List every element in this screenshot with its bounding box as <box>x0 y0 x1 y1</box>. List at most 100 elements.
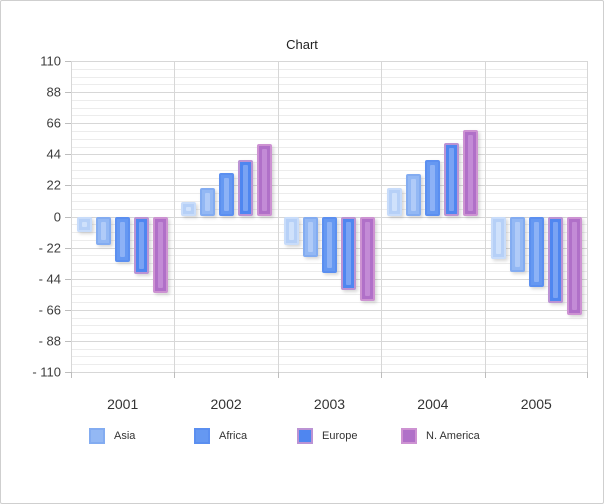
minor-gridline <box>71 76 588 78</box>
y-axis-tick <box>65 309 71 311</box>
x-tick-label: 2005 <box>520 396 552 412</box>
minor-gridline <box>71 302 588 304</box>
major-gridline <box>71 185 588 187</box>
minor-gridline <box>71 333 588 335</box>
bar[interactable] <box>237 159 253 217</box>
bar[interactable] <box>528 216 544 288</box>
bar[interactable] <box>509 216 525 272</box>
minor-gridline <box>71 364 588 366</box>
bar-highlight <box>449 147 455 212</box>
bar[interactable] <box>444 142 460 217</box>
x-axis-tick <box>484 372 486 378</box>
y-tick-label: - 66 <box>38 302 61 318</box>
minor-gridline <box>71 294 588 296</box>
y-tick-label: 110 <box>40 53 61 69</box>
bar[interactable] <box>341 216 356 290</box>
minor-gridline <box>71 286 588 288</box>
bar[interactable] <box>134 216 150 275</box>
bar-highlight <box>571 221 577 311</box>
bar[interactable] <box>77 216 93 233</box>
minor-gridline <box>71 84 588 86</box>
legend-item-asia[interactable]: Asia <box>89 427 135 445</box>
vertical-gridline <box>484 61 486 372</box>
bar-highlight <box>120 221 126 257</box>
minor-gridline <box>71 177 588 179</box>
legend-item-europe[interactable]: Europe <box>297 427 357 445</box>
bar[interactable] <box>218 172 234 217</box>
legend-swatch <box>194 428 210 444</box>
minor-gridline <box>71 146 588 148</box>
bar[interactable] <box>199 188 215 217</box>
bar-highlight <box>204 193 210 212</box>
vertical-gridline <box>277 61 279 372</box>
legend-label: Europe <box>322 430 358 442</box>
bar[interactable] <box>96 216 112 245</box>
y-axis-tick <box>65 340 71 342</box>
y-tick-label: 88 <box>46 84 61 100</box>
bar[interactable] <box>566 216 582 316</box>
minor-gridline <box>71 138 588 140</box>
bar-highlight <box>158 221 164 288</box>
major-gridline <box>71 340 588 342</box>
y-axis-tick <box>65 372 71 373</box>
y-tick-label: - 44 <box>38 271 61 287</box>
bar[interactable] <box>153 216 169 293</box>
major-gridline <box>71 372 588 373</box>
bar-highlight <box>242 164 248 212</box>
bar-highlight <box>430 164 436 212</box>
minor-gridline <box>71 68 588 70</box>
major-gridline <box>71 92 588 94</box>
bar[interactable] <box>303 216 318 258</box>
minor-gridline <box>71 208 588 210</box>
x-tick-label: 2001 <box>107 396 139 412</box>
bar[interactable] <box>387 188 403 217</box>
bar-highlight <box>533 221 539 283</box>
vertical-gridline <box>587 61 588 372</box>
bar[interactable] <box>284 216 299 245</box>
legend-swatch <box>401 428 417 444</box>
x-tick-label: 2003 <box>313 396 346 412</box>
bar-highlight <box>365 221 370 297</box>
bar-highlight <box>327 221 332 269</box>
bar[interactable] <box>425 159 441 217</box>
major-gridline <box>71 278 588 280</box>
bar-highlight <box>495 221 501 254</box>
major-gridline <box>71 309 588 311</box>
bar[interactable] <box>463 130 479 217</box>
x-axis-tick <box>71 372 72 378</box>
bar[interactable] <box>547 216 563 303</box>
y-tick-label: 44 <box>46 146 61 162</box>
bar-highlight <box>139 221 145 270</box>
y-tick-label: - 110 <box>32 364 61 380</box>
bar[interactable] <box>256 144 272 217</box>
x-tick-label: 2004 <box>417 396 449 412</box>
minor-gridline <box>71 325 588 327</box>
bar-highlight <box>552 221 558 298</box>
bar[interactable] <box>406 174 422 217</box>
minor-gridline <box>71 115 588 117</box>
vertical-gridline <box>381 61 383 372</box>
chart-title: Chart <box>286 37 318 52</box>
bar[interactable] <box>360 216 375 302</box>
legend-item-n-america[interactable]: N. America <box>401 427 480 445</box>
legend-label: Asia <box>114 430 136 442</box>
bar[interactable] <box>180 202 196 217</box>
legend-item-africa[interactable]: Africa <box>194 427 247 445</box>
y-axis-tick <box>65 123 71 125</box>
bar-highlight <box>82 221 88 228</box>
x-tick-label: 2002 <box>210 396 242 412</box>
bar-highlight <box>468 135 474 212</box>
y-axis-tick <box>65 278 71 280</box>
bar-highlight <box>261 149 267 212</box>
x-axis-tick <box>174 372 176 378</box>
minor-gridline <box>71 356 588 358</box>
minor-gridline <box>71 107 588 109</box>
bar[interactable] <box>115 216 131 262</box>
y-tick-label: 66 <box>46 115 61 131</box>
y-axis-tick <box>65 216 71 218</box>
bar-highlight <box>514 221 520 267</box>
bar-highlight <box>289 221 294 240</box>
bar[interactable] <box>490 216 506 259</box>
bar[interactable] <box>322 216 337 274</box>
bar-highlight <box>392 193 398 212</box>
